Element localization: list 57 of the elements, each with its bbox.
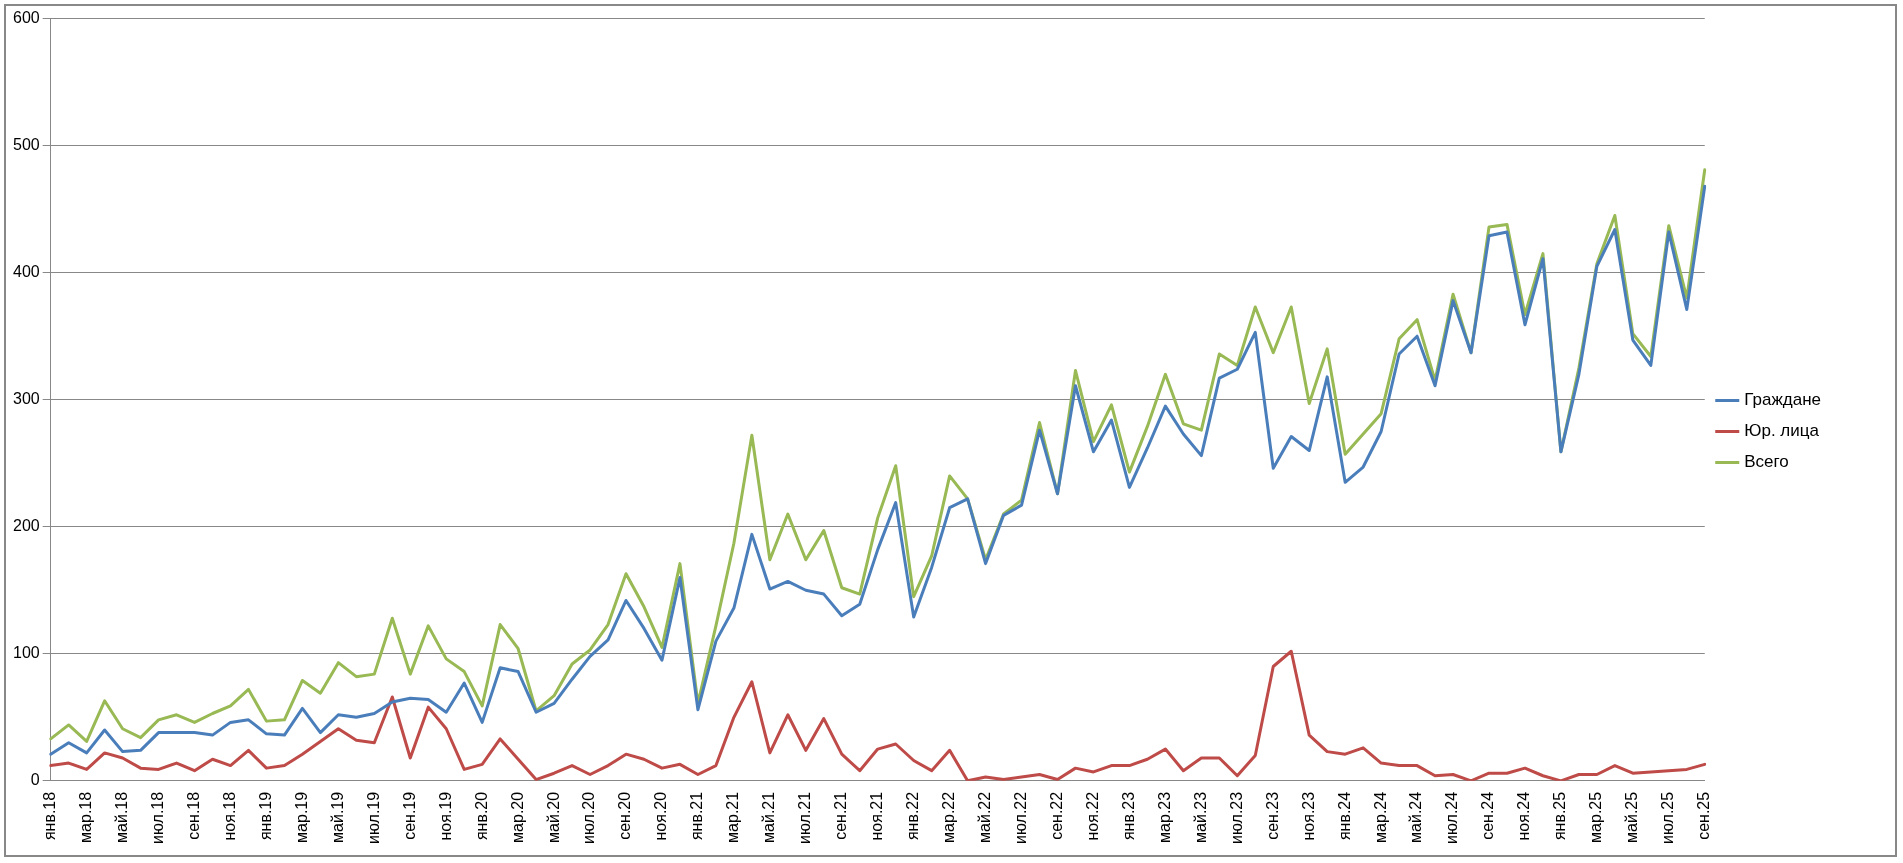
- x-tick-label: сен.24: [1479, 791, 1497, 840]
- x-tick-label: май.19: [328, 791, 346, 843]
- y-tick-label: 0: [30, 771, 40, 789]
- x-tick-label: янв.23: [1119, 791, 1137, 841]
- y-tick-label: 500: [12, 136, 40, 154]
- y-tick-label: 600: [12, 9, 40, 27]
- x-tick-label: июл.24: [1443, 791, 1461, 845]
- x-tick-label: янв.25: [1551, 791, 1569, 841]
- x-tick-label: май.24: [1407, 791, 1425, 843]
- y-tick-label: 100: [12, 644, 40, 662]
- x-tick-label: май.18: [113, 791, 131, 843]
- x-tick-label: сен.23: [1263, 791, 1281, 840]
- legend-label: Граждане: [1744, 390, 1821, 410]
- x-tick-label: ноя.21: [868, 791, 886, 841]
- x-tick-label: мар.24: [1371, 791, 1389, 843]
- x-tick-label: мар.20: [508, 791, 526, 843]
- x-tick-label: янв.21: [688, 791, 706, 841]
- x-tick-label: ноя.23: [1299, 791, 1317, 841]
- y-tick-label: 300: [12, 390, 40, 408]
- x-tick-label: май.22: [976, 791, 993, 843]
- x-tick-label: май.23: [1191, 791, 1209, 843]
- x-tick-label: янв.22: [904, 791, 922, 841]
- x-tick-label: янв.24: [1335, 791, 1353, 841]
- x-tick-label: сен.20: [616, 791, 634, 840]
- x-tick-label: ноя.20: [652, 791, 670, 841]
- x-tick-label: мар.22: [940, 791, 958, 843]
- x-tick-label: июл.21: [796, 791, 814, 845]
- x-tick-label: мар.18: [77, 791, 95, 843]
- x-tick-label: ноя.18: [220, 791, 238, 841]
- x-tick-label: сен.25: [1695, 791, 1713, 840]
- x-tick-label: мар.19: [292, 791, 310, 843]
- x-tick-label: мар.25: [1587, 791, 1605, 843]
- x-tick-label: июл.20: [580, 791, 598, 845]
- x-tick-label: июл.23: [1227, 791, 1245, 845]
- x-tick-label: май.25: [1623, 791, 1641, 843]
- x-tick-label: сен.19: [400, 791, 418, 840]
- x-tick-label: ноя.19: [436, 791, 454, 841]
- x-tick-label: июл.22: [1011, 791, 1029, 845]
- x-tick-label: мар.23: [1155, 791, 1173, 843]
- x-tick-label: май.21: [760, 791, 778, 843]
- x-tick-label: янв.20: [472, 791, 490, 841]
- x-tick-label: янв.19: [256, 791, 274, 841]
- x-tick-label: май.20: [544, 791, 562, 843]
- x-tick-label: янв.18: [41, 791, 59, 841]
- y-tick-label: 400: [12, 263, 40, 281]
- legend-label: Юр. лица: [1744, 421, 1820, 441]
- x-tick-label: сен.18: [184, 791, 202, 840]
- x-tick-label: сен.21: [832, 791, 850, 840]
- y-tick-label: 200: [12, 517, 40, 535]
- x-tick-label: сен.22: [1047, 791, 1065, 840]
- x-tick-label: июл.25: [1659, 791, 1677, 845]
- x-tick-label: ноя.22: [1083, 791, 1101, 841]
- x-tick-label: ноя.24: [1515, 791, 1533, 841]
- x-tick-label: июл.18: [148, 791, 166, 845]
- legend-label: Всего: [1744, 452, 1789, 472]
- x-tick-label: мар.21: [724, 791, 742, 843]
- x-tick-label: июл.19: [364, 791, 382, 845]
